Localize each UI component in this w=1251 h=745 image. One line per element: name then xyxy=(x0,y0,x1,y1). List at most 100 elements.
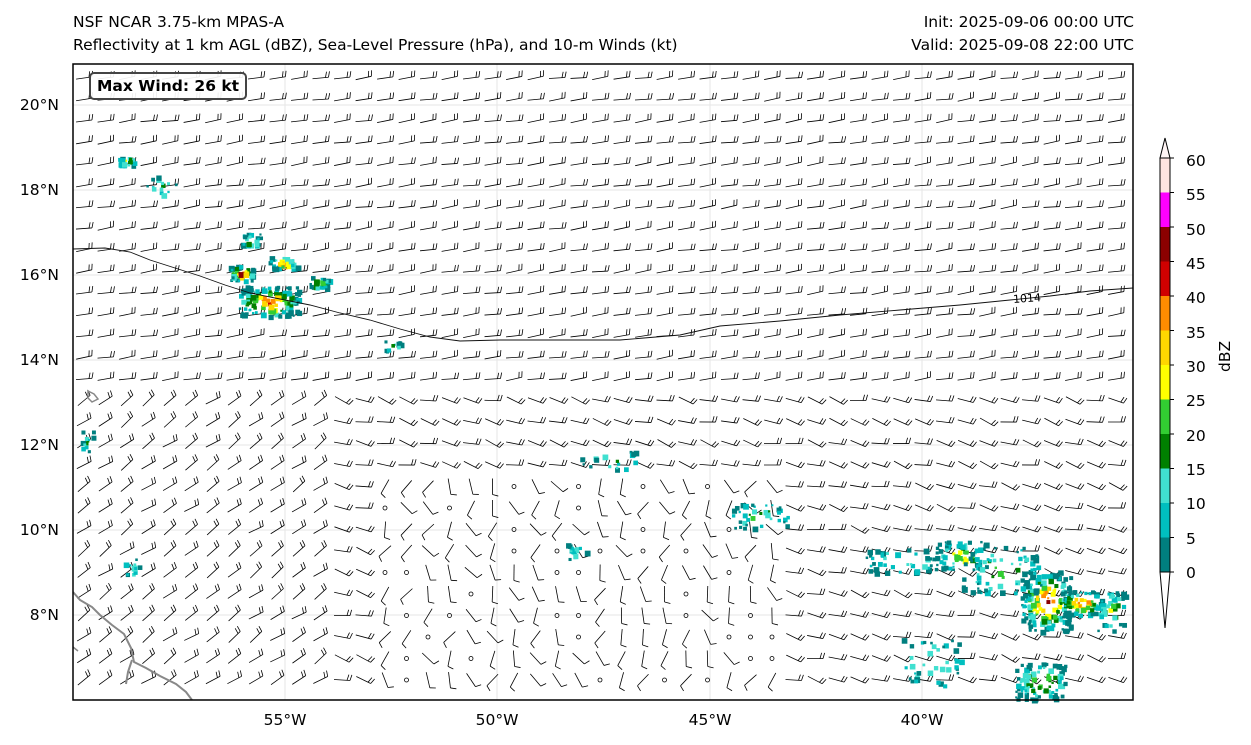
echo-cell xyxy=(571,548,578,555)
wind-barb-feather xyxy=(540,532,547,536)
echo-cell xyxy=(291,263,295,268)
wind-barb-feather xyxy=(884,480,887,487)
wind-barb-feather xyxy=(607,92,610,99)
wind-barb-feather xyxy=(475,619,482,623)
echo-cell xyxy=(1028,615,1032,619)
wind-barb-feather xyxy=(432,419,437,425)
echo-cell xyxy=(1015,696,1018,699)
wind-barb-feather xyxy=(948,179,951,186)
wind-barb-feather xyxy=(1077,502,1081,509)
echo-cell xyxy=(1020,678,1026,683)
wind-barb-feather xyxy=(129,542,132,549)
wind-barb-feather xyxy=(454,92,456,99)
wind-barb-feather xyxy=(690,264,693,271)
echo-cell xyxy=(159,187,164,192)
wind-barb-feather xyxy=(841,438,845,445)
wind-barb-feather xyxy=(260,412,264,419)
wind-barb-feather xyxy=(324,454,328,461)
wind-barb xyxy=(400,588,413,600)
wind-barb-feather xyxy=(193,542,197,549)
wind-barb-feather xyxy=(322,478,326,485)
wind-barb-feather xyxy=(973,308,976,315)
echo-cell xyxy=(990,553,995,558)
wind-barb-feather xyxy=(671,420,676,426)
wind-barb-feather xyxy=(650,440,655,447)
wind-barb-feather xyxy=(173,669,177,676)
wind-barb-feather xyxy=(1055,462,1061,468)
wind-barb-feather xyxy=(1101,635,1106,641)
echo-cell xyxy=(260,312,267,319)
wind-barb xyxy=(444,543,455,559)
wind-barb-feather xyxy=(865,655,870,661)
wind-barb-feather xyxy=(1016,371,1018,378)
echo-cell xyxy=(880,554,884,558)
wind-barb-feather xyxy=(1120,372,1122,379)
wind-barb-feather xyxy=(682,643,688,649)
echo-cell xyxy=(241,291,246,296)
wind-barb-feather xyxy=(453,397,459,403)
wind-barb-feather xyxy=(991,419,996,425)
wind-barb-feather xyxy=(690,243,693,250)
echo-cell xyxy=(282,293,287,298)
wind-barb-feather xyxy=(993,464,999,470)
echo-cell xyxy=(254,311,258,314)
wind-barb-feather xyxy=(411,200,413,207)
wind-barb-feather xyxy=(1034,653,1038,660)
wind-barb-feather xyxy=(628,328,631,335)
wind-barb-feather xyxy=(367,591,373,597)
wind-barb-feather xyxy=(626,438,630,445)
wind-barb-feather xyxy=(1080,676,1084,682)
wind-barb-feather xyxy=(367,548,373,554)
wind-barb-feather xyxy=(604,351,607,358)
wind-barb-feather xyxy=(1122,485,1128,491)
echo-cell xyxy=(1104,623,1109,629)
wind-barb-feather xyxy=(1102,242,1104,249)
wind-barb-feather xyxy=(736,307,739,314)
wind-barb-feather xyxy=(586,243,588,250)
wind-barb xyxy=(595,651,605,666)
wind-barb-feather xyxy=(478,438,482,445)
wind-barb-feather xyxy=(540,221,542,228)
wind-barb-feather xyxy=(1056,372,1058,379)
wind-barb-feather xyxy=(109,411,113,418)
wind-barb-feather xyxy=(886,590,891,597)
wind-barb-feather xyxy=(1056,329,1058,336)
wind-barb-feather xyxy=(492,601,499,605)
echo-cell xyxy=(946,667,952,673)
wind-barb-feather xyxy=(607,351,610,358)
wind-barb-feather xyxy=(88,286,91,293)
wind-barb-feather xyxy=(672,395,675,402)
echo-cell xyxy=(1073,590,1078,595)
wind-barb-feather xyxy=(91,307,94,314)
wind-barb-feather xyxy=(112,307,115,314)
wind-barb-feather xyxy=(328,135,330,142)
wind-barb-feather xyxy=(733,416,737,423)
wind-barb-feather xyxy=(905,481,909,488)
wind-barb-feather xyxy=(669,114,671,121)
wind-barb-feather xyxy=(800,221,803,228)
wind-barb-feather xyxy=(776,136,779,143)
wind-barb-feather xyxy=(368,502,371,509)
wind-barb xyxy=(767,672,777,688)
echo-cell xyxy=(1038,589,1044,595)
wind-barb-feather xyxy=(819,677,824,683)
wind-barb-feather xyxy=(88,372,91,379)
wind-barb-feather xyxy=(950,570,956,577)
echo-cell xyxy=(972,568,976,572)
echo-cell xyxy=(769,517,773,521)
echo-cell xyxy=(1101,608,1105,612)
wind-barb-feather xyxy=(110,372,112,379)
wind-barb-feather xyxy=(776,395,780,402)
wind-barb-feather xyxy=(435,221,437,228)
wind-barb-feather xyxy=(235,649,239,656)
wind-barb-feather xyxy=(991,243,994,250)
echo-cell xyxy=(243,272,250,279)
wind-barb-feather xyxy=(490,622,497,627)
echo-cell xyxy=(931,644,937,650)
wind-barb-feather xyxy=(513,580,520,583)
wind-barb-feather xyxy=(215,435,218,442)
echo-cell xyxy=(945,548,949,552)
wind-barb-feather xyxy=(822,264,825,271)
wind-barb-feather xyxy=(391,399,397,405)
wind-barb-feather xyxy=(280,650,283,657)
